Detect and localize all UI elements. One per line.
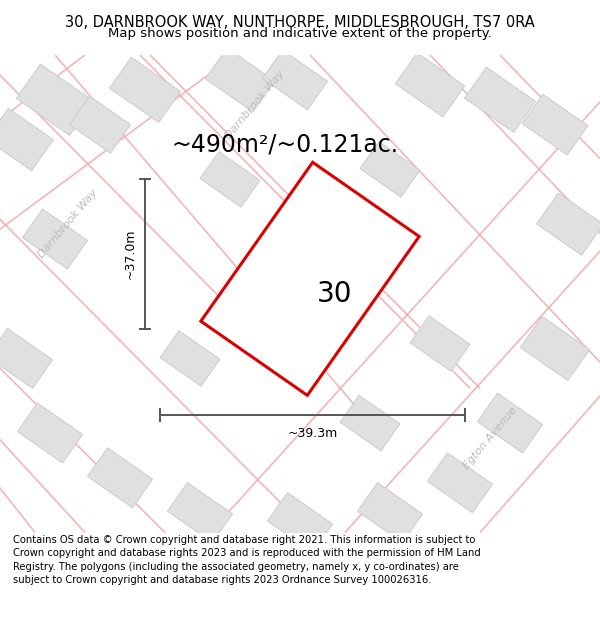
Polygon shape xyxy=(340,396,400,451)
Polygon shape xyxy=(358,482,422,542)
Text: 30, DARNBROOK WAY, NUNTHORPE, MIDDLESBROUGH, TS7 0RA: 30, DARNBROOK WAY, NUNTHORPE, MIDDLESBRO… xyxy=(65,16,535,31)
Polygon shape xyxy=(410,316,470,371)
Text: ~39.3m: ~39.3m xyxy=(287,427,338,440)
Polygon shape xyxy=(205,48,275,112)
Polygon shape xyxy=(22,209,88,269)
Polygon shape xyxy=(16,64,94,136)
Polygon shape xyxy=(201,162,419,396)
Polygon shape xyxy=(360,142,420,197)
Polygon shape xyxy=(268,492,332,552)
Polygon shape xyxy=(464,67,535,132)
Polygon shape xyxy=(536,193,600,255)
Text: Darnbrook Way: Darnbrook Way xyxy=(223,69,287,141)
Text: 30: 30 xyxy=(317,280,353,308)
Polygon shape xyxy=(395,53,464,117)
Polygon shape xyxy=(262,50,328,110)
Polygon shape xyxy=(478,393,542,453)
Text: ~37.0m: ~37.0m xyxy=(124,229,137,279)
Polygon shape xyxy=(110,58,181,122)
Polygon shape xyxy=(520,316,590,381)
Polygon shape xyxy=(427,452,493,512)
Polygon shape xyxy=(522,94,588,155)
Text: Egton Avenue: Egton Avenue xyxy=(461,405,519,471)
Polygon shape xyxy=(0,329,53,388)
Polygon shape xyxy=(17,403,83,463)
Text: Map shows position and indicative extent of the property.: Map shows position and indicative extent… xyxy=(108,27,492,39)
Text: Darnbrook Way: Darnbrook Way xyxy=(37,188,100,261)
Polygon shape xyxy=(0,108,53,171)
Polygon shape xyxy=(167,482,233,542)
Text: ~490m²/~0.121ac.: ~490m²/~0.121ac. xyxy=(172,132,398,156)
Polygon shape xyxy=(160,331,220,386)
Polygon shape xyxy=(88,448,152,508)
Text: Contains OS data © Crown copyright and database right 2021. This information is : Contains OS data © Crown copyright and d… xyxy=(13,535,481,585)
Polygon shape xyxy=(200,152,260,207)
Polygon shape xyxy=(70,96,131,153)
